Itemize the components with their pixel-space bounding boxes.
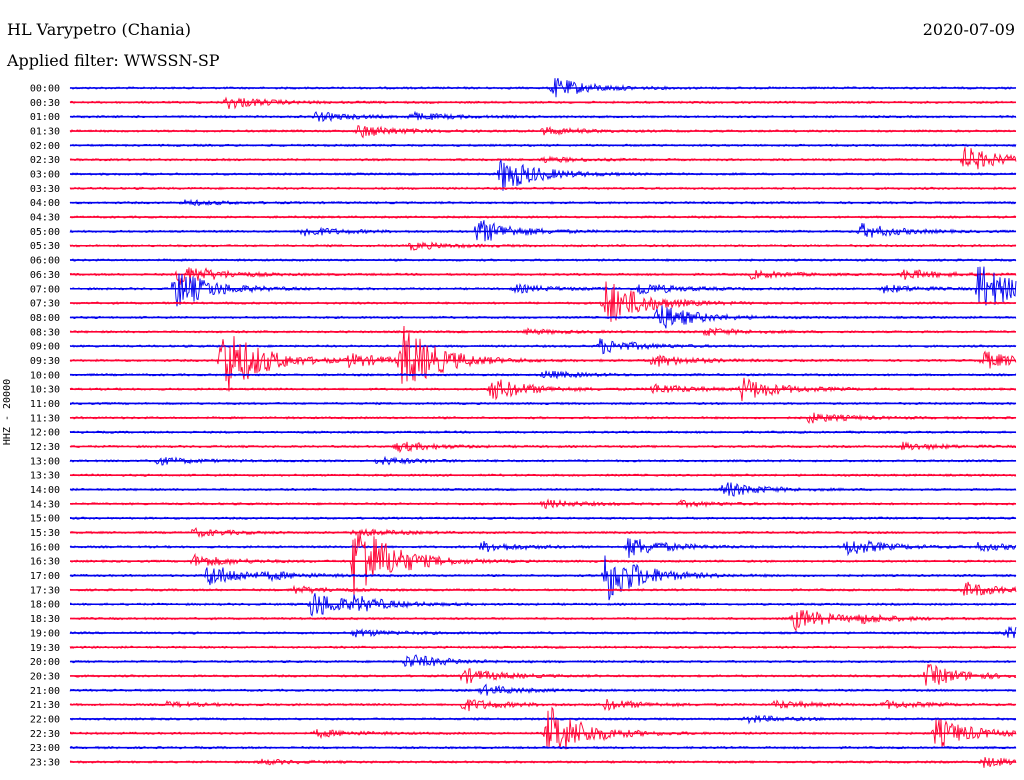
- time-label: 11:30: [30, 413, 60, 424]
- time-label: 08:30: [30, 327, 60, 338]
- time-label: 18:00: [30, 600, 60, 611]
- time-label: 16:30: [30, 557, 60, 568]
- time-label: 23:00: [30, 743, 60, 754]
- time-label: 00:30: [30, 98, 60, 109]
- filter-label: Applied filter: WWSSN-SP: [7, 51, 220, 70]
- time-label: 05:00: [30, 227, 60, 238]
- time-label: 23:30: [30, 757, 60, 768]
- time-label: 19:00: [30, 628, 60, 639]
- time-label: 10:30: [30, 385, 60, 396]
- time-label: 20:00: [30, 657, 60, 668]
- time-label: 00:00: [30, 84, 60, 95]
- time-label: 03:30: [30, 184, 60, 195]
- time-label: 07:30: [30, 299, 60, 310]
- trace-0230: [69, 147, 1017, 170]
- date-label: 2020-07-09: [922, 20, 1015, 39]
- time-label: 04:30: [30, 213, 60, 224]
- time-label: 14:30: [30, 499, 60, 510]
- time-label: 11:00: [30, 399, 60, 410]
- time-label: 07:00: [30, 284, 60, 295]
- time-label: 12:00: [30, 428, 60, 439]
- time-label: 15:30: [30, 528, 60, 539]
- time-label: 01:00: [30, 112, 60, 123]
- time-label: 01:30: [30, 127, 60, 138]
- time-label: 15:00: [30, 514, 60, 525]
- time-label: 13:30: [30, 471, 60, 482]
- time-label: 10:00: [30, 370, 60, 381]
- time-label: 06:00: [30, 256, 60, 267]
- station-title: HL Varypetro (Chania): [7, 20, 192, 39]
- time-label: 22:30: [30, 729, 60, 740]
- trace-0630: [69, 267, 1017, 285]
- time-label: 13:00: [30, 456, 60, 467]
- trace-1830: [69, 610, 1017, 632]
- trace-1730: [69, 581, 1017, 596]
- time-label: 21:30: [30, 700, 60, 711]
- trace-2230: [69, 706, 1017, 750]
- time-label: 02:30: [30, 155, 60, 166]
- time-label: 22:00: [30, 714, 60, 725]
- trace-2030: [69, 664, 1017, 686]
- time-label: 09:00: [30, 342, 60, 353]
- time-label: 08:00: [30, 313, 60, 324]
- trace-1600: [69, 538, 1017, 558]
- time-label: 20:30: [30, 671, 60, 682]
- time-label: 17:00: [30, 571, 60, 582]
- time-label: 17:30: [30, 585, 60, 596]
- trace-0700: [69, 266, 1017, 307]
- time-label: 19:30: [30, 643, 60, 654]
- trace-0300: [69, 158, 1017, 191]
- time-label: 04:00: [30, 198, 60, 209]
- time-label: 06:30: [30, 270, 60, 281]
- time-label: 05:30: [30, 241, 60, 252]
- trace-0930: [69, 325, 1017, 392]
- trace-0030: [69, 96, 1017, 110]
- time-label: 18:30: [30, 614, 60, 625]
- time-label: 03:00: [30, 170, 60, 181]
- time-label: 21:00: [30, 686, 60, 697]
- time-label: 02:00: [30, 141, 60, 152]
- time-label: 09:30: [30, 356, 60, 367]
- time-label: 12:30: [30, 442, 60, 453]
- time-label: 16:00: [30, 542, 60, 553]
- time-label: 14:00: [30, 485, 60, 496]
